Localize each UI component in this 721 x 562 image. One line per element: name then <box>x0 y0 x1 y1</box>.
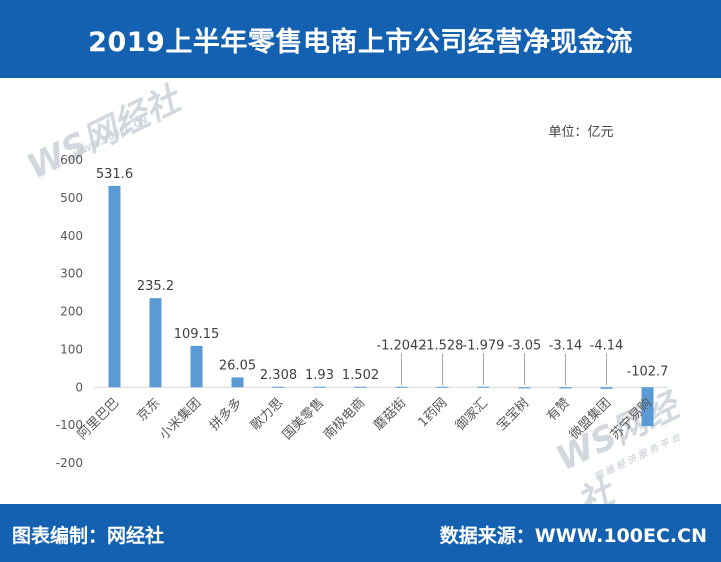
data-label: 109.15 <box>174 327 220 342</box>
unit-label: 单位：亿元 <box>548 125 613 140</box>
y-tick-label: 200 <box>60 305 83 319</box>
header-bar: 2019上半年零售电商上市公司经营净现金流 <box>0 0 721 78</box>
data-label: 2.308 <box>260 368 297 383</box>
footer-bar: 图表编制：网经社 数据来源：WWW.100EC.CN <box>0 504 721 562</box>
bar <box>313 386 326 388</box>
data-label: 1.502 <box>342 368 379 383</box>
y-axis: 600 500 400 300 200 100 0 -100 -200 <box>56 153 83 470</box>
data-label: 26.05 <box>219 358 256 373</box>
data-label: 531.6 <box>96 167 133 182</box>
data-label: -1.528 <box>422 338 464 353</box>
x-tick-label: 拼多多 <box>206 395 245 434</box>
y-tick-label: 0 <box>75 380 83 394</box>
y-tick-label: 600 <box>60 153 83 167</box>
data-label: 1.93 <box>305 368 334 383</box>
y-tick-label: 300 <box>60 267 83 281</box>
x-tick-label: 京东 <box>134 395 163 424</box>
x-tick-label: 歌力思 <box>248 395 286 433</box>
bar <box>600 387 613 389</box>
bar <box>641 387 654 427</box>
footer-source: 数据来源：WWW.100EC.CN <box>439 525 707 547</box>
bars <box>108 185 654 427</box>
data-label: -102.7 <box>627 364 669 379</box>
bar <box>395 386 408 388</box>
data-label: 235.2 <box>137 279 174 294</box>
x-tick-label: 1药网 <box>415 395 450 430</box>
bar <box>108 185 121 388</box>
data-labels: 531.6 235.2 109.15 26.05 2.308 1.93 1.502 -1.20… <box>96 167 669 386</box>
y-tick-label: -100 <box>56 418 83 432</box>
footer-compiler: 图表编制：网经社 <box>12 525 165 547</box>
data-label: -1.979 <box>463 338 505 353</box>
data-label: -3.14 <box>549 338 583 353</box>
bar <box>231 377 244 388</box>
y-tick-label: 500 <box>60 191 83 205</box>
bar <box>354 386 367 388</box>
x-tick-label: 蘑菇街 <box>371 395 409 433</box>
x-tick-label: 微盟集团 <box>566 395 614 443</box>
bar <box>559 387 572 389</box>
bar <box>149 298 162 388</box>
bar <box>272 386 285 388</box>
data-label: -3.05 <box>508 338 542 353</box>
x-tick-label: 御家汇 <box>452 395 491 434</box>
x-tick-label: 小米集团 <box>156 395 204 443</box>
bar <box>190 345 203 388</box>
y-tick-label: -200 <box>56 456 83 470</box>
chart-title: 2019上半年零售电商上市公司经营净现金流 <box>88 26 633 58</box>
y-tick-label: 100 <box>60 342 83 356</box>
bar <box>436 386 449 388</box>
bar <box>477 386 490 388</box>
bar-chart: 单位：亿元 600 500 400 300 200 100 0 -100 -200 531.6 2… <box>56 125 669 470</box>
chart-area: WS网经社 WWW.100EC.CN WS网经社 网 络 经 济 服 务 平 台… <box>0 78 721 524</box>
data-label: -4.14 <box>590 338 624 353</box>
bar <box>518 387 531 389</box>
x-tick-label: 宝宝树 <box>494 395 532 433</box>
x-tick-label: 南极电商 <box>320 395 368 443</box>
x-tick-label: 有赞 <box>544 395 573 424</box>
data-label: -1.2042 <box>376 338 426 353</box>
y-tick-label: 400 <box>60 229 83 243</box>
x-tick-label: 国美零售 <box>279 395 327 443</box>
